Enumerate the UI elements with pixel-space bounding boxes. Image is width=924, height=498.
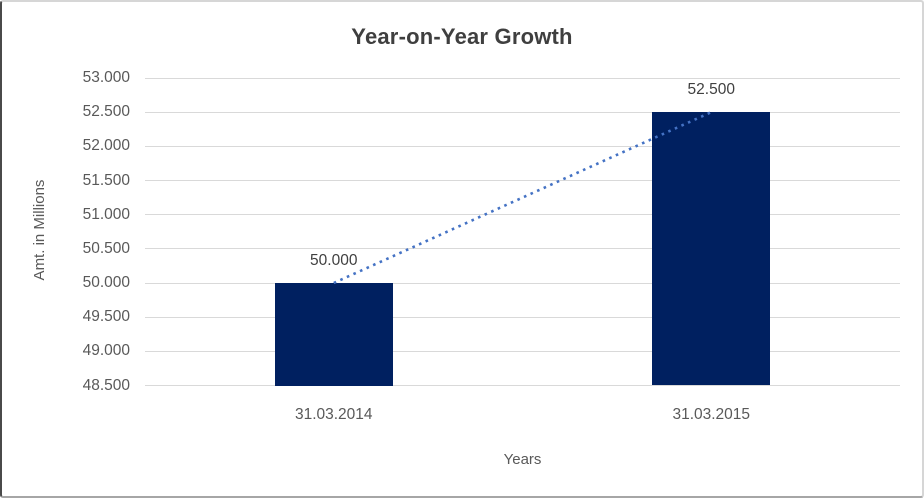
y-tick-label: 51.000 [82, 205, 130, 223]
y-axis-title: Amt. in Millions [31, 179, 48, 281]
x-axis-title: Years [503, 451, 542, 468]
gridline [145, 316, 900, 318]
gridline [145, 145, 900, 147]
gridline [145, 248, 900, 250]
bar-31.03.2015 [652, 112, 771, 386]
gridline [145, 385, 900, 386]
gridline [145, 350, 900, 352]
y-tick-label: 50.500 [82, 239, 130, 257]
y-tick-label: 52.000 [82, 137, 130, 155]
y-tick-label: 48.500 [82, 376, 130, 394]
gridline [145, 111, 900, 113]
y-tick-label: 51.500 [82, 171, 130, 189]
gridline [145, 77, 900, 79]
y-tick-label: 50.000 [82, 274, 130, 291]
gridline [145, 180, 900, 181]
y-tick-label: 49.500 [82, 308, 130, 326]
gridline [145, 282, 900, 284]
x-tick-label: 31.03.2014 [294, 406, 373, 423]
data-label: 52.500 [687, 81, 735, 99]
y-tick-label: 49.000 [82, 342, 130, 360]
chart-title: Year-on-Year Growth [351, 24, 573, 49]
x-tick-label: 31.03.2015 [672, 406, 751, 423]
data-label: 50.000 [310, 252, 358, 269]
gridline [145, 214, 900, 216]
y-tick-label: 53.000 [82, 69, 130, 86]
y-tick-label: 52.500 [82, 103, 130, 121]
bar-31.03.2014 [274, 283, 393, 386]
